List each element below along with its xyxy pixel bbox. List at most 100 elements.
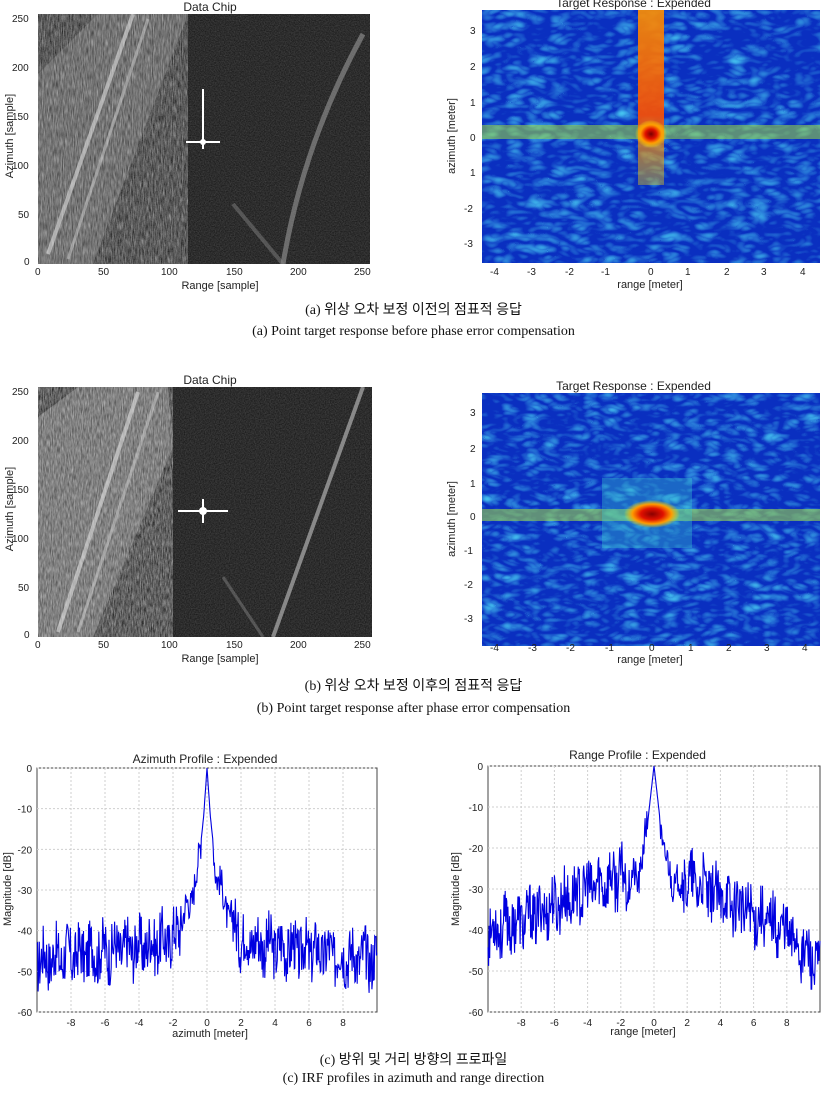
caption-b-en: (b) Point target response after phase er…: [256, 701, 571, 716]
y-tick: -3: [464, 239, 473, 250]
x-tick-label: -6: [101, 1018, 110, 1029]
chart-title: Target Response : Expended: [556, 379, 711, 393]
x-tick-label: -6: [550, 1018, 559, 1029]
x-tick: 50: [98, 640, 110, 651]
x-tick: 3: [761, 267, 767, 278]
x-tick: 0: [35, 640, 41, 651]
y-tick-label: -30: [469, 885, 484, 896]
x-tick: 150: [226, 640, 243, 651]
y-tick: 100: [12, 534, 29, 545]
x-tick: 250: [354, 267, 371, 278]
y-axis-label: Magnitude [dB]: [450, 852, 462, 926]
data-chip-svg: [38, 14, 370, 264]
target-response-image: [482, 393, 820, 646]
y-tick: -1: [464, 546, 473, 557]
x-tick: 3: [764, 643, 770, 654]
y-tick: 200: [12, 63, 29, 74]
x-tick-label: 2: [238, 1018, 244, 1029]
y-tick-label: -10: [18, 805, 33, 816]
x-tick-label: -4: [583, 1018, 592, 1029]
x-axis-label: Range [sample]: [181, 280, 259, 292]
x-tick: 100: [161, 640, 178, 651]
target-response-image: [482, 10, 820, 263]
y-tick-label: -20: [469, 844, 484, 855]
x-tick-label: 6: [306, 1018, 312, 1029]
figure-a-data-chip: Data Chip 2: [0, 0, 380, 300]
y-tick: 3: [470, 26, 476, 37]
x-tick-label: 8: [340, 1018, 346, 1029]
target-response-svg: [482, 393, 820, 646]
y-axis-label: Magnitude [dB]: [2, 852, 14, 926]
y-tick: -2: [464, 204, 473, 215]
y-tick: 0: [24, 630, 30, 641]
y-tick: 1: [470, 168, 476, 179]
range-profile-plot: -8 -6 -4 -2 0 2 4 6 80-10-20-30-40-50-60: [469, 762, 821, 1029]
x-tick-label: 6: [751, 1018, 757, 1029]
y-tick: 50: [18, 583, 30, 594]
x-tick: 0: [649, 643, 655, 654]
x-tick: 4: [800, 267, 806, 278]
x-tick-label: 0: [204, 1018, 210, 1029]
x-tick-label: -2: [169, 1018, 178, 1029]
x-tick: 250: [354, 640, 371, 651]
x-tick: -4: [490, 643, 499, 654]
chart-title: Range Profile : Expended: [569, 748, 706, 762]
x-tick: 4: [802, 643, 808, 654]
x-tick-label: 2: [684, 1018, 690, 1029]
x-tick: -2: [565, 267, 574, 278]
x-tick-label: -4: [135, 1018, 144, 1029]
x-tick: 1: [685, 267, 691, 278]
y-tick-label: -30: [18, 886, 33, 897]
y-tick: 0: [24, 257, 30, 268]
y-tick-label: -20: [18, 845, 33, 856]
x-axis-label: range [meter]: [610, 1026, 676, 1038]
caption-c-en: (c) IRF profiles in azimuth and range di…: [282, 1071, 545, 1086]
chart-title: Data Chip: [183, 373, 237, 387]
y-tick: -2: [464, 580, 473, 591]
y-tick-label: -50: [469, 967, 484, 978]
y-tick-label: -10: [469, 803, 484, 814]
figure-a-target-response: Target Response : Expended: [440, 0, 827, 300]
y-tick: 200: [12, 436, 29, 447]
y-tick: 250: [12, 387, 29, 398]
x-tick-label: 8: [784, 1018, 790, 1029]
y-tick-label: -60: [18, 1008, 33, 1019]
x-tick: 150: [226, 267, 243, 278]
y-tick: 1: [470, 98, 476, 109]
x-tick-label: 4: [718, 1018, 724, 1029]
x-tick: -3: [528, 643, 537, 654]
x-tick: 100: [161, 267, 178, 278]
y-tick-label: -50: [18, 967, 33, 978]
caption-a-en: (a) Point target response before phase e…: [252, 324, 575, 339]
figure-c-azimuth-profile: Azimuth Profile : Expended -8 -6 -4 -2 0 2 4 6 8…: [0, 748, 390, 1048]
x-axis-label: range [meter]: [617, 279, 683, 291]
x-tick: 0: [648, 267, 654, 278]
x-tick: -1: [601, 267, 610, 278]
y-tick: 0: [470, 512, 476, 523]
figure-b-target-response: Target Response : Expended 3: [440, 373, 827, 673]
y-tick: 250: [12, 14, 29, 25]
x-tick: 0: [35, 267, 41, 278]
y-axis-label: azimuth [meter]: [446, 98, 458, 174]
y-axis-label: azimuth [meter]: [446, 481, 458, 557]
y-tick: 2: [470, 62, 476, 73]
y-tick: 2: [470, 444, 476, 455]
x-tick-label: -2: [616, 1018, 625, 1029]
y-tick: 1: [470, 479, 476, 490]
y-tick-label: -60: [469, 1008, 484, 1019]
y-tick: 150: [12, 485, 29, 496]
x-tick-label: 4: [272, 1018, 278, 1029]
x-tick: 200: [290, 640, 307, 651]
y-tick-label: -40: [18, 927, 33, 938]
data-chip-svg: [38, 387, 372, 637]
x-tick-label: 0: [651, 1018, 657, 1029]
figure-b-data-chip: Data Chip 2: [0, 373, 380, 673]
x-tick-label: -8: [517, 1018, 526, 1029]
data-chip-image: [38, 387, 372, 637]
y-tick-label: 0: [26, 764, 32, 775]
profile-line: [487, 765, 821, 990]
y-tick: 0: [470, 133, 476, 144]
y-tick-label: -40: [469, 926, 484, 937]
profile-line: [36, 767, 378, 993]
x-axis-label: azimuth [meter]: [172, 1028, 248, 1040]
